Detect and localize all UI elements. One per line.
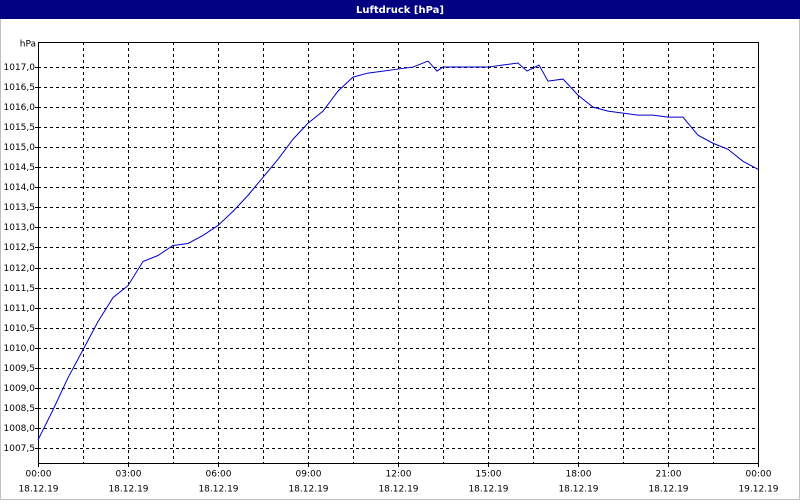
y-tick-label: 1016,0 [4, 103, 36, 113]
y-tick-label: 1010,5 [4, 324, 36, 334]
y-tick-label: 1012,0 [4, 264, 36, 274]
x-tick-date: 18.12.19 [108, 485, 148, 495]
x-tick-date: 19.12.19 [738, 485, 778, 495]
x-tick-date: 18.12.19 [468, 485, 508, 495]
x-tick-date: 18.12.19 [558, 485, 598, 495]
y-tick-label: 1016,5 [4, 83, 36, 93]
y-axis-label: hPa [20, 40, 36, 50]
x-tick-date: 18.12.19 [288, 485, 328, 495]
x-tick-label: 03:00 [116, 470, 142, 480]
y-tick-label: 1013,0 [4, 223, 36, 233]
y-tick-label: 1008,5 [4, 404, 36, 414]
y-tick-label: 1012,5 [4, 243, 36, 253]
x-tick-label: 00:00 [746, 470, 772, 480]
y-tick-label: 1010,0 [4, 344, 36, 354]
y-tick-label: 1009,5 [4, 364, 36, 374]
y-tick-label: 1015,0 [4, 143, 36, 153]
y-tick-label: 1011,5 [4, 284, 36, 294]
x-tick-label: 12:00 [386, 470, 412, 480]
x-tick-label: 21:00 [656, 470, 682, 480]
x-tick-label: 15:00 [476, 470, 502, 480]
plot-border [38, 42, 759, 464]
x-tick-label: 00:00 [26, 470, 52, 480]
y-tick-label: 1011,0 [4, 304, 36, 314]
x-tick-date: 18.12.19 [18, 485, 58, 495]
chart-title: Luftdruck [hPa] [356, 5, 444, 16]
y-tick-label: 1007,5 [4, 444, 36, 454]
y-tick-label: 1014,5 [4, 163, 36, 173]
y-tick-label: 1015,5 [4, 123, 36, 133]
x-tick-date: 18.12.19 [378, 485, 418, 495]
x-tick-date: 18.12.19 [648, 485, 688, 495]
plot: 1007,5 1008,0 1008,5 1009,0 1009,5 1010,0 1010… [4, 42, 779, 495]
y-tick-label: 1013,5 [4, 203, 36, 213]
x-tick-date: 18.12.19 [198, 485, 238, 495]
x-tick-label: 18:00 [566, 470, 592, 480]
data-line [37, 60, 759, 441]
y-tick-label: 1014,0 [4, 183, 36, 193]
title-bar [0, 0, 800, 19]
x-tick-label: 06:00 [206, 470, 232, 480]
x-tick-label: 09:00 [296, 470, 322, 480]
y-tick-label: 1009,0 [4, 384, 36, 394]
y-tick-label: 1017,0 [4, 63, 36, 73]
y-tick-label: 1008,0 [4, 424, 36, 434]
